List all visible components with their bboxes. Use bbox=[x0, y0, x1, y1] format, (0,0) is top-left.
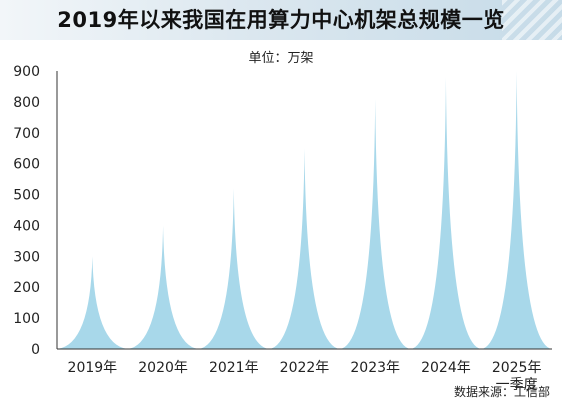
y-tick-label: 400 bbox=[13, 218, 40, 234]
x-axis: 2019年 2020年 2021年 2022年 2023年 2024年 2025年一季度 bbox=[68, 360, 542, 393]
y-tick-label: 500 bbox=[13, 188, 40, 204]
x-tick-label: 2019年 bbox=[68, 360, 118, 376]
spike-mark bbox=[57, 256, 128, 349]
x-tick-label: 2024年 bbox=[421, 360, 471, 376]
spike-mark bbox=[481, 71, 552, 349]
spike-mark bbox=[339, 98, 411, 349]
y-tick-label: 600 bbox=[13, 157, 40, 173]
unit-label: 单位：万架 bbox=[248, 51, 314, 66]
chart-marks bbox=[56, 71, 552, 350]
spike-mark bbox=[410, 77, 482, 349]
y-axis: 0 100 200 300 400 500 600 700 800 900 bbox=[13, 64, 40, 358]
y-tick-label: 800 bbox=[13, 95, 40, 111]
y-tick-label: 700 bbox=[13, 126, 40, 142]
title-bar: 2019年以来我国在用算力中心机架总规模一览 bbox=[0, 0, 562, 40]
y-tick-label: 100 bbox=[13, 311, 40, 327]
y-tick-label: 0 bbox=[31, 342, 40, 358]
spike-mark bbox=[198, 188, 270, 349]
chart-title: 2019年以来我国在用算力中心机架总规模一览 bbox=[57, 8, 505, 32]
spike-mark bbox=[127, 225, 199, 349]
spike-mark bbox=[269, 148, 340, 349]
x-tick-label: 2021年 bbox=[209, 360, 259, 376]
title-decoration bbox=[502, 0, 562, 40]
x-tick-label: 2022年 bbox=[280, 360, 330, 376]
y-tick-label: 300 bbox=[13, 249, 40, 265]
y-tick-label: 900 bbox=[13, 64, 40, 80]
x-tick-label: 2020年 bbox=[138, 360, 188, 376]
data-source: 数据来源：工信部 bbox=[453, 385, 550, 399]
y-tick-label: 200 bbox=[13, 280, 40, 296]
x-tick-label: 2023年 bbox=[350, 360, 400, 376]
x-tick-label: 2025年一季度 bbox=[492, 360, 542, 393]
